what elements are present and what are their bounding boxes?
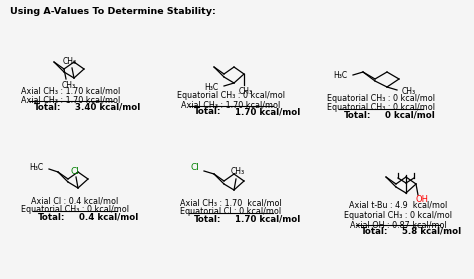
Text: Total:: Total: [193,107,221,117]
Text: Total:: Total: [193,215,221,223]
Text: CH₃: CH₃ [62,81,76,90]
Text: Axial OH : 0.87 kcal/mol: Axial OH : 0.87 kcal/mol [350,220,447,229]
Text: CH₃: CH₃ [231,167,245,177]
Text: CH₃: CH₃ [402,86,416,95]
Text: CH₃: CH₃ [63,57,77,66]
Text: Using A-Values To Determine Stability:: Using A-Values To Determine Stability: [10,7,216,16]
Text: Equatorial CH₃ : 0 kcal/mol: Equatorial CH₃ : 0 kcal/mol [344,210,452,220]
Text: Axial CH₃ : 1.70 kcal/mol: Axial CH₃ : 1.70 kcal/mol [182,100,281,109]
Text: 0.4 kcal/mol: 0.4 kcal/mol [79,213,138,222]
Text: Equatorial CH₃ : 0 kcal/mol: Equatorial CH₃ : 0 kcal/mol [327,94,435,103]
Text: Equatorial CH₃ : 0 kcal/mol: Equatorial CH₃ : 0 kcal/mol [21,206,129,215]
Text: 5.8 kcal/mol: 5.8 kcal/mol [402,227,461,236]
Text: Axial CH₃ : 1.70  kcal/mol: Axial CH₃ : 1.70 kcal/mol [180,198,282,207]
Text: H₃C: H₃C [333,71,347,81]
Text: Equatorial Cl : 0 kcal/mol: Equatorial Cl : 0 kcal/mol [181,208,282,217]
Text: OH: OH [416,194,428,203]
Text: 0 kcal/mol: 0 kcal/mol [385,110,435,119]
Text: Axial CH₃ : 1.70 kcal/mol: Axial CH₃ : 1.70 kcal/mol [21,86,120,95]
Text: Axial CH₃ : 1.70 kcal/mol: Axial CH₃ : 1.70 kcal/mol [21,95,120,105]
Text: Axial Cl : 0.4 kcal/mol: Axial Cl : 0.4 kcal/mol [31,196,118,205]
Text: 1.70 kcal/mol: 1.70 kcal/mol [235,215,300,223]
Text: Equatorial CH₃ : 0 kcal/mol: Equatorial CH₃ : 0 kcal/mol [177,91,285,100]
Text: Cl: Cl [190,163,199,172]
Text: 1.70 kcal/mol: 1.70 kcal/mol [235,107,300,117]
Text: Total:: Total: [344,110,371,119]
Text: 3.40 kcal/mol: 3.40 kcal/mol [75,102,140,112]
Text: H₃C: H₃C [204,83,218,92]
Text: Cl: Cl [71,167,80,175]
Text: H₃C: H₃C [29,163,43,172]
Text: Axial t-Bu : 4.9  kcal/mol: Axial t-Bu : 4.9 kcal/mol [349,201,447,210]
Text: Total:: Total: [34,102,61,112]
Text: CH₃: CH₃ [239,86,253,95]
Text: Total:: Total: [361,227,388,236]
Text: Total:: Total: [37,213,65,222]
Text: Equatorial CH₃ : 0 kcal/mol: Equatorial CH₃ : 0 kcal/mol [327,104,435,112]
